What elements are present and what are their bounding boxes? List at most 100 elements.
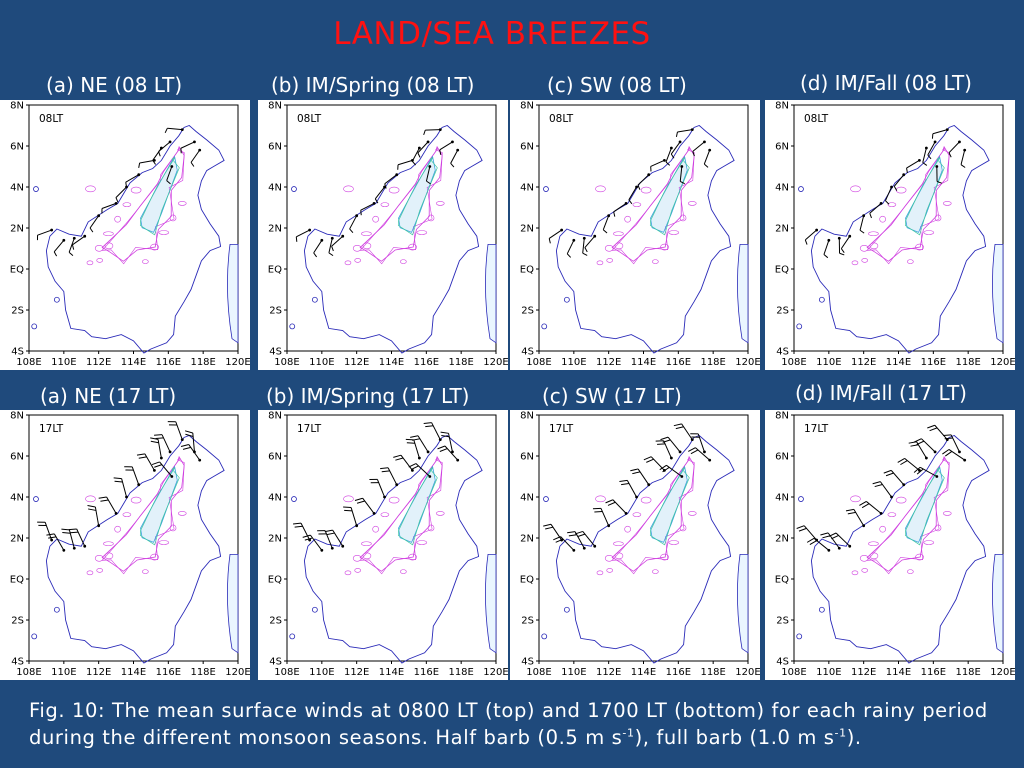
contour-blob bbox=[344, 260, 352, 266]
wind-barb-feather bbox=[393, 454, 402, 458]
wind-barb-feather bbox=[425, 425, 434, 428]
contour-blob bbox=[640, 186, 652, 194]
x-tick-label: 114E bbox=[631, 357, 656, 368]
map-frame bbox=[28, 414, 239, 662]
wind-barb-feather bbox=[115, 197, 119, 203]
contour-inner bbox=[139, 157, 180, 236]
borneo-coastline bbox=[45, 434, 225, 664]
contour-blob bbox=[362, 242, 372, 250]
island-outline bbox=[291, 186, 297, 192]
caption-sup-1: -1 bbox=[622, 726, 635, 740]
wind-barb-feather bbox=[913, 438, 922, 443]
wind-barb-feather bbox=[577, 533, 586, 538]
contour-blob bbox=[169, 214, 177, 222]
wind-barb-feather bbox=[927, 154, 932, 160]
contour-blob bbox=[868, 231, 879, 237]
wind-barb-feather bbox=[859, 229, 865, 234]
contour-blob bbox=[679, 524, 687, 532]
wind-barb-shaft bbox=[180, 141, 195, 149]
island-outline bbox=[796, 323, 803, 330]
contour-blob bbox=[595, 495, 606, 503]
contour-blob bbox=[851, 260, 859, 266]
map-panel-d-08lt: 8N 6N 4N 2N EQ 2S 4S 108E 110E 112E 114E 116E 118E 12… bbox=[765, 100, 1015, 370]
contour-blob bbox=[122, 512, 132, 517]
wind-barb-shaft bbox=[425, 166, 431, 182]
wind-barb-feather bbox=[893, 186, 898, 191]
y-tick-label: 4N bbox=[268, 493, 282, 504]
wind-barb-feather bbox=[555, 538, 564, 543]
y-tick-label: 8N bbox=[520, 101, 534, 112]
wind-barb-feather bbox=[545, 526, 554, 530]
wind-barb-feather bbox=[820, 532, 829, 536]
island-outline bbox=[818, 606, 825, 613]
wind-barb-feather bbox=[374, 198, 379, 204]
wind-barb-shaft bbox=[650, 159, 665, 167]
wind-barb-shaft bbox=[602, 215, 610, 230]
wind-barb-shaft bbox=[637, 174, 650, 186]
wind-barb-feather bbox=[796, 525, 805, 529]
contour-blob bbox=[859, 554, 869, 562]
y-tick-label: 8N bbox=[268, 101, 282, 112]
wind-barb-feather bbox=[136, 453, 145, 456]
contour-blob bbox=[122, 202, 132, 207]
contour-blob bbox=[158, 230, 170, 235]
wind-barb-feather bbox=[125, 182, 128, 188]
contour-blob bbox=[343, 495, 354, 503]
wind-barb-feather bbox=[628, 199, 633, 205]
map-panel-d-17lt: 8N 6N 4N 2N EQ 2S 4S 108E 110E 112E 114E 116E 118E 12… bbox=[765, 410, 1015, 680]
wind-barb-feather bbox=[665, 161, 671, 166]
contour-blob bbox=[372, 525, 379, 533]
wind-barb-feather bbox=[138, 162, 141, 168]
wind-barb-shaft bbox=[166, 166, 173, 181]
contour-blob bbox=[94, 554, 104, 562]
wind-barb-feather bbox=[441, 435, 450, 438]
station-dot bbox=[837, 236, 841, 240]
wind-barb-feather bbox=[138, 456, 147, 459]
x-tick-label: 108E bbox=[781, 667, 806, 678]
wind-barb-feather bbox=[575, 530, 583, 535]
map-panel-b-08lt: 8N 6N 4N 2N EQ 2S 4S 108E 110E 112E 114E 116E 118E 12… bbox=[258, 100, 508, 370]
contour-blob bbox=[130, 186, 142, 194]
contour-blob bbox=[130, 496, 142, 504]
wind-barb-feather bbox=[804, 239, 808, 245]
y-tick-label: 4S bbox=[521, 347, 534, 358]
y-tick-label: 8N bbox=[10, 101, 24, 112]
wind-barb-shaft bbox=[384, 174, 398, 185]
wind-barb-feather bbox=[152, 160, 156, 165]
sulawesi-coastline bbox=[737, 554, 749, 654]
contour-blob bbox=[606, 568, 614, 573]
contour-blob bbox=[343, 185, 354, 193]
island-outline bbox=[541, 633, 548, 640]
wind-barb-feather bbox=[349, 228, 354, 234]
y-tick-label: 4N bbox=[775, 183, 789, 194]
wind-barb-shaft bbox=[328, 238, 333, 253]
contour-blob bbox=[887, 202, 897, 207]
wind-barb-feather bbox=[114, 480, 123, 483]
wind-barb-feather bbox=[874, 483, 883, 488]
contour-blob bbox=[869, 552, 879, 560]
x-tick-label: 108E bbox=[274, 357, 299, 368]
y-tick-label: 2N bbox=[775, 224, 789, 235]
contour-blob bbox=[86, 570, 94, 576]
x-tick-label: 118E bbox=[955, 357, 980, 368]
y-tick-label: 4S bbox=[521, 657, 534, 668]
contour-blob bbox=[869, 242, 879, 250]
wind-barb-shaft bbox=[677, 129, 693, 133]
wind-barb-feather bbox=[922, 162, 928, 166]
island-outline bbox=[289, 323, 296, 330]
wind-barb-feather bbox=[61, 528, 70, 531]
panel-label-a-08lt: (a) NE (08 LT) bbox=[46, 73, 183, 97]
panel-time-label: 17LT bbox=[39, 423, 64, 435]
wind-barb-shaft bbox=[566, 240, 575, 255]
x-tick-label: 114E bbox=[886, 357, 911, 368]
contour-blob bbox=[861, 258, 869, 263]
x-tick-label: 114E bbox=[631, 667, 656, 678]
panel-label-a-17lt: (a) NE (17 LT) bbox=[40, 384, 177, 408]
wind-barb-shaft bbox=[190, 149, 201, 163]
x-tick-label: 120E bbox=[990, 357, 1015, 368]
borneo-coastline bbox=[45, 124, 225, 354]
contour-mid bbox=[398, 155, 436, 233]
wind-barb-feather bbox=[380, 467, 389, 470]
wind-barb-feather bbox=[632, 471, 641, 475]
